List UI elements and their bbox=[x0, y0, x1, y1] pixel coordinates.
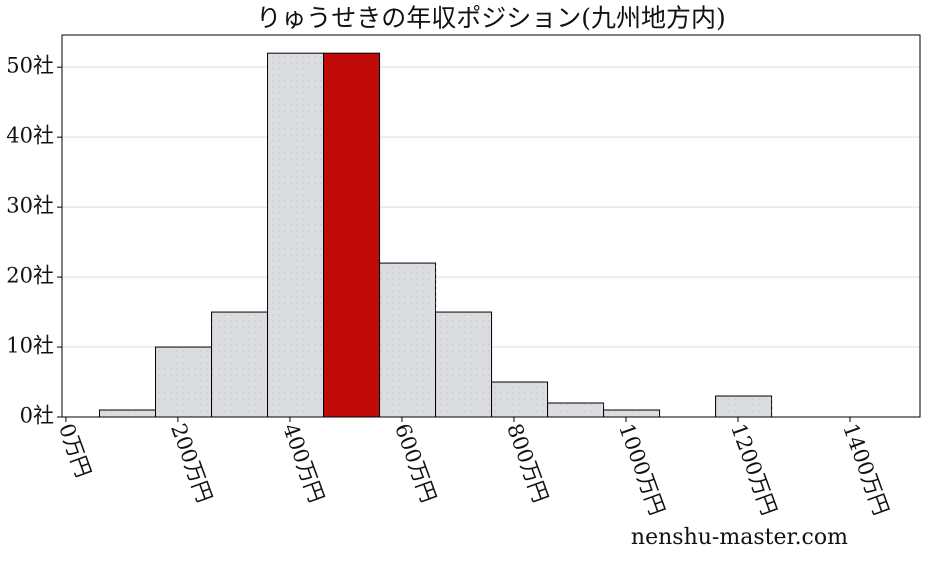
y-tick-label: 20社 bbox=[6, 264, 54, 288]
y-tick-label: 30社 bbox=[6, 194, 54, 218]
bar-group bbox=[155, 346, 213, 418]
x-tick-label: 600万円 bbox=[390, 420, 441, 505]
bar-group bbox=[99, 409, 157, 418]
bar-group bbox=[211, 311, 269, 418]
watermark: nenshu-master.com bbox=[631, 525, 848, 550]
x-tick-label: 400万円 bbox=[278, 420, 329, 505]
x-tick-label: 800万円 bbox=[502, 420, 553, 505]
bar-group bbox=[547, 402, 605, 418]
bar-texture bbox=[267, 53, 324, 417]
y-tick-label: 40社 bbox=[6, 124, 54, 148]
bar-texture bbox=[715, 396, 772, 417]
bar-group bbox=[603, 409, 661, 418]
x-tick-label: 200万円 bbox=[166, 420, 217, 505]
bar-group bbox=[715, 395, 773, 418]
bar-group bbox=[323, 52, 381, 418]
bar-texture bbox=[603, 410, 660, 417]
x-tick-label: 1200万円 bbox=[726, 420, 781, 518]
y-tick-label: 0社 bbox=[20, 404, 54, 428]
bar-group bbox=[379, 262, 437, 418]
y-tick-label: 10社 bbox=[6, 334, 54, 358]
chart-title: りゅうせきの年収ポジション(九州地方内) bbox=[256, 4, 726, 33]
bar-texture bbox=[379, 263, 436, 417]
bar-texture bbox=[547, 403, 604, 417]
bar bbox=[323, 52, 381, 418]
x-tick-label: 1400万円 bbox=[838, 420, 893, 518]
bar-texture bbox=[435, 312, 492, 417]
bar-texture bbox=[491, 382, 548, 417]
bar-texture bbox=[155, 347, 212, 417]
bar-texture bbox=[99, 410, 156, 417]
plot-frame bbox=[61, 34, 921, 418]
x-tick-label: 0万円 bbox=[54, 420, 95, 480]
bar-group bbox=[491, 381, 549, 418]
bar-group bbox=[267, 52, 325, 418]
bar-group bbox=[435, 311, 493, 418]
bar-texture bbox=[211, 312, 268, 417]
x-tick-label: 1000万円 bbox=[614, 420, 669, 518]
y-tick-label: 50社 bbox=[6, 54, 54, 78]
